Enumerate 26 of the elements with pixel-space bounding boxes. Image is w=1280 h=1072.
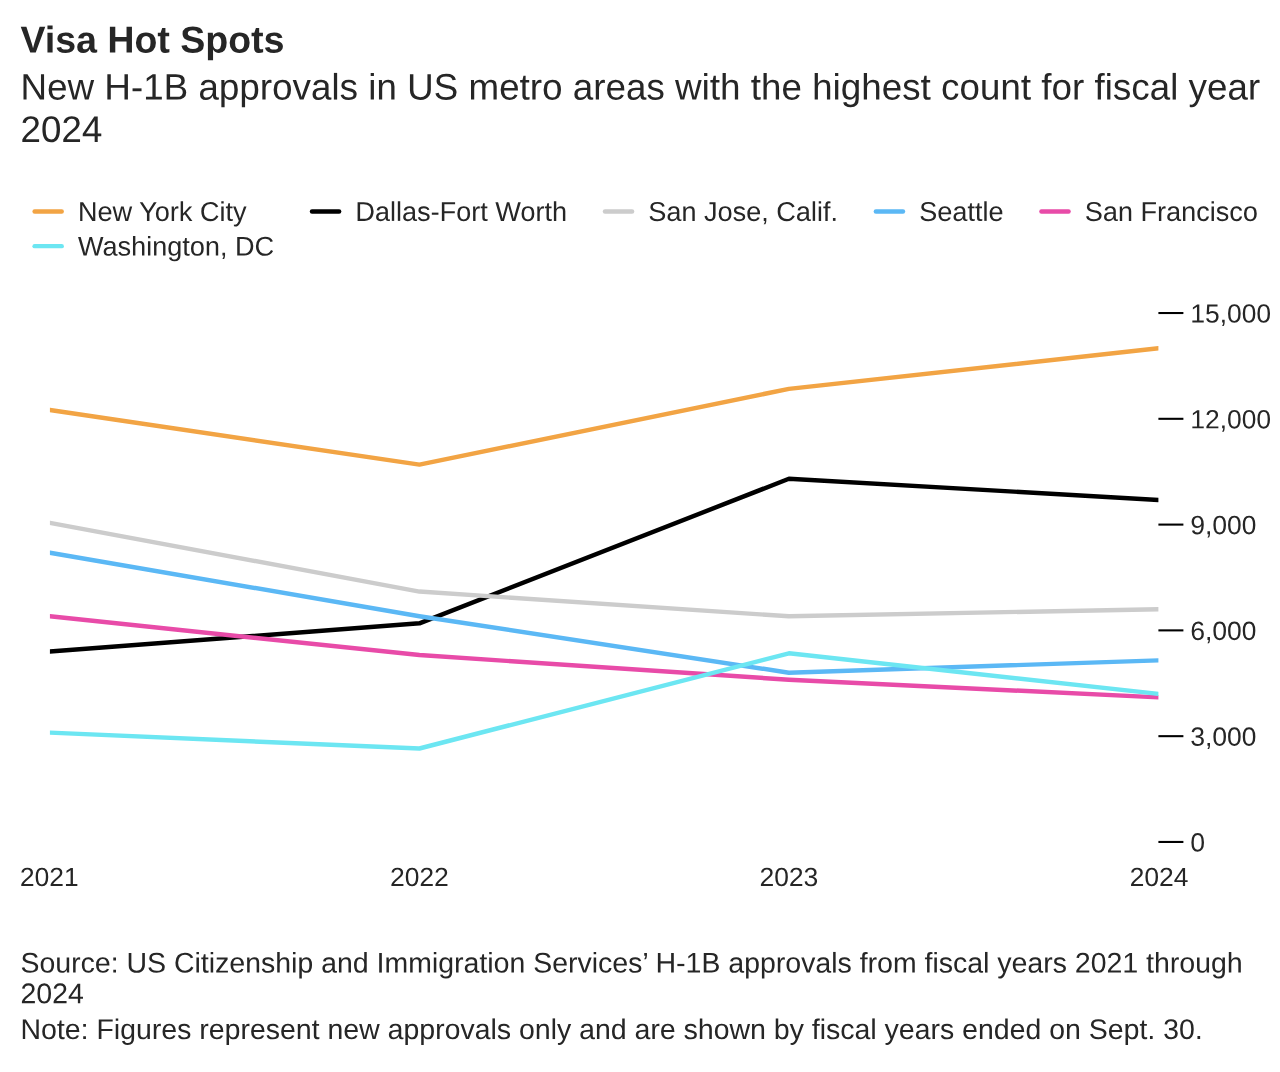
line-series	[49, 520, 1159, 619]
source-note: Source: US Citizenship and Immigration Services’ H-1B approvals from fiscal years 2021 through 2024	[21, 951, 1241, 1004]
legend-label: Dallas-Fort Worth	[357, 201, 566, 222]
legend-label: Seattle	[920, 201, 1003, 222]
text: Note: Figures represent new approvals only and are shown by fiscal years ended on Sept. 30.	[22, 1018, 1201, 1045]
y-tick-label: 0	[1191, 833, 1204, 852]
legend-label: San Jose, Calif.	[649, 201, 836, 225]
x-tick-label: 2022	[391, 867, 448, 887]
y-tick-label: 6,000	[1191, 621, 1256, 644]
chart-title: Visa Hot Spots	[20, 25, 283, 61]
line-series	[49, 476, 1159, 654]
y-tick-label: 12,000	[1192, 409, 1271, 432]
chart-subtitle: New H-1B approvals in US metro areas with the highest count for fiscal year 2024	[22, 72, 1260, 143]
x-tick-label: 2024	[1131, 867, 1188, 887]
x-tick-label: 2023	[760, 867, 818, 887]
y-tick-label: 9,000	[1191, 515, 1256, 538]
legend-label: Washington, DC	[78, 235, 274, 262]
line-series	[49, 346, 1159, 467]
y-tick-label: 3,000	[1191, 727, 1256, 750]
legend-label: San Francisco	[1086, 201, 1257, 222]
line-series	[49, 550, 1159, 675]
line-series	[49, 651, 1159, 751]
y-tick-label: 15,000	[1192, 304, 1271, 326]
legend-label: New York City	[80, 201, 247, 227]
line-series	[49, 614, 1159, 700]
x-tick-label: 2021	[21, 867, 78, 887]
